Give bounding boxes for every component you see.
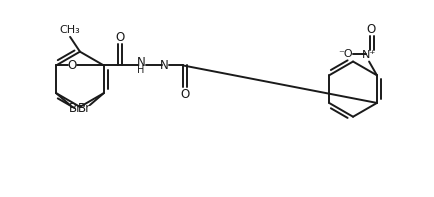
Text: CH₃: CH₃ (60, 25, 80, 35)
Text: H: H (137, 65, 145, 75)
Text: O: O (180, 87, 189, 100)
Text: N: N (160, 59, 169, 72)
Text: O: O (67, 59, 76, 72)
Text: Br: Br (78, 102, 91, 115)
Text: ⁻O: ⁻O (338, 49, 353, 59)
Text: O: O (366, 23, 376, 36)
Text: N⁺: N⁺ (362, 50, 376, 60)
Text: O: O (115, 31, 124, 44)
Text: N: N (136, 56, 145, 69)
Text: Br: Br (69, 102, 82, 115)
